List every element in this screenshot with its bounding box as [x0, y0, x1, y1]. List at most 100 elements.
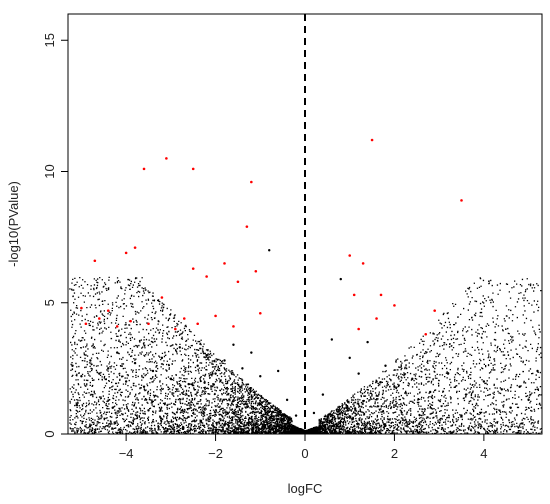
- data-point: [464, 393, 468, 396]
- data-point: [357, 372, 360, 375]
- data-point: [536, 369, 539, 373]
- data-point: [446, 372, 450, 375]
- background-points: [69, 276, 543, 435]
- significant-point: [352, 293, 356, 297]
- data-point: [482, 380, 486, 383]
- significant-point: [196, 322, 199, 326]
- data-point: [348, 356, 351, 360]
- significant-point: [205, 275, 208, 278]
- data-point: [142, 385, 146, 388]
- significant-point: [433, 309, 436, 312]
- data-point: [509, 406, 512, 409]
- data-point: [178, 346, 181, 349]
- data-point: [89, 359, 92, 362]
- data-point: [80, 375, 83, 378]
- data-point: [98, 372, 101, 375]
- data-point: [169, 377, 173, 381]
- significant-point: [258, 311, 262, 315]
- x-axis-title: logFC: [288, 481, 323, 496]
- x-axis: −4 −2 0 2 4: [119, 434, 487, 461]
- data-point: [393, 385, 396, 388]
- data-point: [71, 364, 74, 367]
- significant-point: [370, 138, 374, 142]
- data-point: [268, 249, 271, 252]
- data-point: [75, 403, 79, 407]
- data-point: [294, 414, 298, 417]
- y-axis-title: -log10(PValue): [6, 181, 21, 267]
- significant-point: [424, 332, 428, 336]
- significant-point: [93, 259, 97, 263]
- significant-point: [191, 167, 195, 171]
- x-tick-label: 4: [480, 446, 487, 461]
- data-point: [384, 364, 387, 367]
- data-point: [366, 340, 369, 344]
- data-point: [339, 277, 342, 281]
- significant-point: [106, 309, 110, 312]
- significant-point: [133, 246, 137, 249]
- data-point: [312, 411, 316, 415]
- significant-point: [357, 327, 360, 331]
- significant-point: [147, 322, 150, 326]
- data-point: [205, 354, 208, 357]
- background-point-cloud: [69, 276, 543, 435]
- data-point: [133, 361, 137, 365]
- data-point: [151, 369, 155, 373]
- data-point: [527, 398, 530, 402]
- data-point: [214, 372, 217, 375]
- data-point: [285, 398, 289, 402]
- data-point: [196, 364, 199, 367]
- data-point: [223, 359, 226, 362]
- data-point: [460, 414, 463, 417]
- data-point: [160, 356, 164, 360]
- data-point: [232, 343, 235, 346]
- significant-point: [124, 251, 128, 255]
- significant-point: [250, 180, 253, 184]
- significant-point: [232, 325, 235, 328]
- y-tick-label: 10: [42, 164, 57, 178]
- significant-point: [379, 293, 383, 297]
- data-point: [259, 375, 262, 378]
- x-tick-label: 2: [391, 446, 398, 461]
- x-tick-label: −2: [208, 446, 223, 461]
- y-tick-label: 0: [42, 430, 57, 437]
- significant-point: [361, 262, 365, 265]
- data-point: [241, 367, 244, 370]
- x-tick-label: −4: [119, 446, 134, 461]
- data-point: [250, 351, 253, 354]
- significant-point: [348, 254, 352, 257]
- significant-point: [223, 262, 226, 265]
- data-point: [107, 367, 110, 370]
- significant-point: [174, 327, 177, 331]
- data-point: [429, 390, 432, 394]
- data-points: [71, 138, 539, 417]
- significant-point: [98, 317, 101, 320]
- y-axis: 0 5 10 15: [42, 33, 68, 438]
- significant-point: [160, 296, 164, 299]
- data-point: [411, 377, 414, 381]
- significant-point: [115, 325, 119, 328]
- y-tick-label: 5: [42, 299, 57, 306]
- significant-point: [129, 319, 132, 323]
- significant-point: [236, 280, 240, 284]
- data-point: [147, 409, 150, 412]
- data-point: [115, 351, 119, 354]
- data-point: [124, 380, 128, 383]
- data-point: [500, 388, 503, 391]
- significant-point: [142, 167, 146, 171]
- significant-point: [254, 269, 258, 273]
- significant-point: [245, 225, 249, 228]
- data-point: [518, 385, 521, 388]
- data-point: [187, 382, 190, 386]
- significant-point: [191, 267, 195, 270]
- data-point: [330, 338, 334, 341]
- significant-point: [182, 317, 186, 320]
- significant-point: [375, 317, 378, 320]
- y-tick-label: 15: [42, 33, 57, 47]
- data-point: [375, 380, 378, 383]
- significant-point: [165, 157, 168, 160]
- data-point: [276, 369, 280, 373]
- significant-point: [84, 322, 88, 326]
- x-tick-label: 0: [301, 446, 308, 461]
- significant-point: [214, 314, 217, 318]
